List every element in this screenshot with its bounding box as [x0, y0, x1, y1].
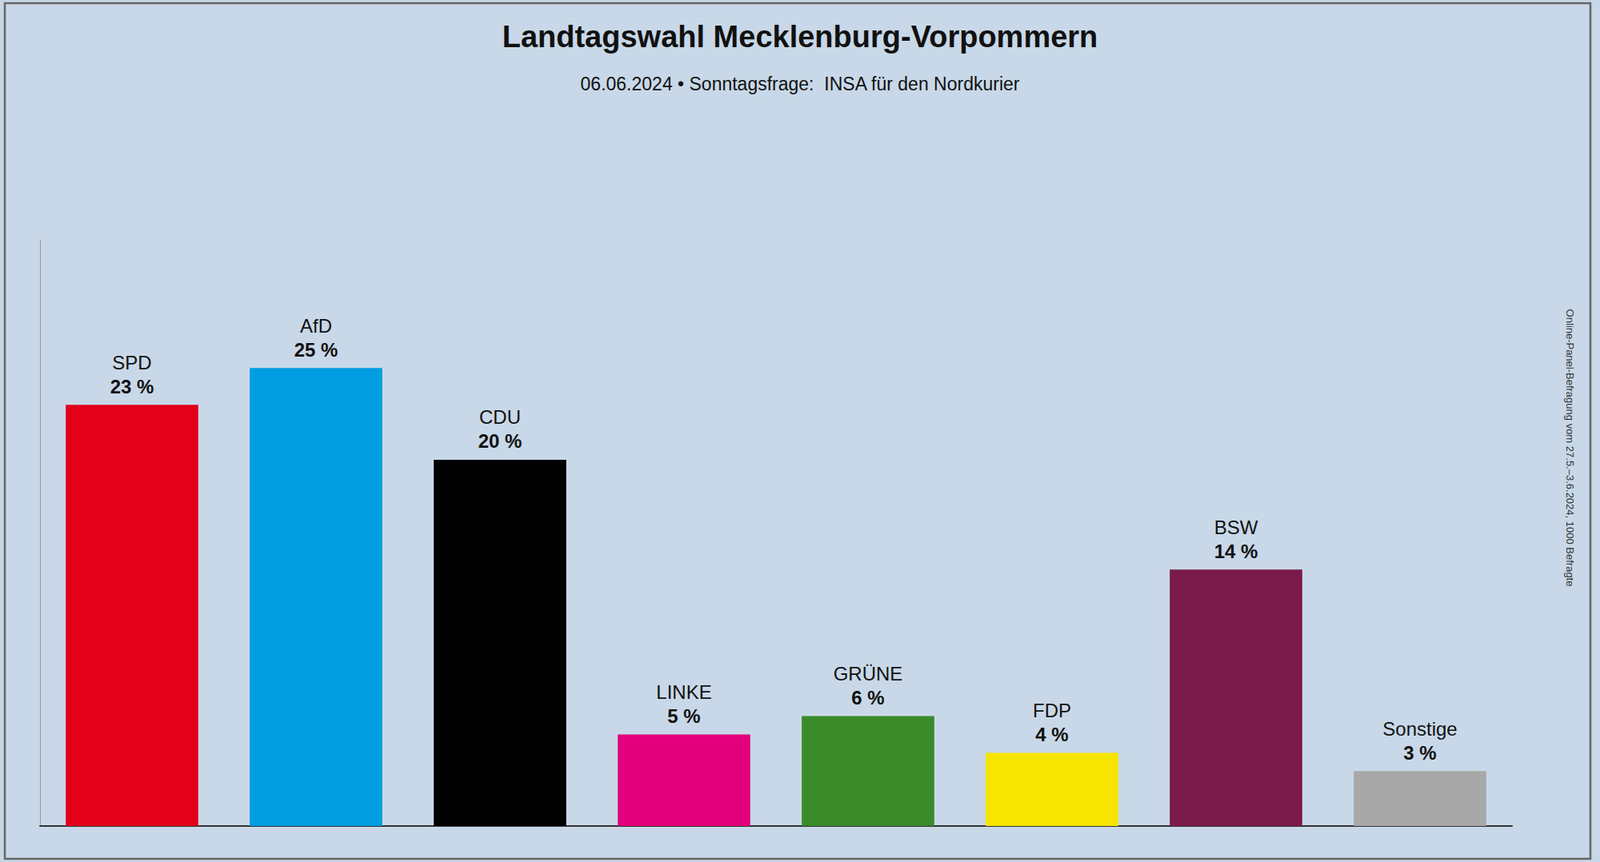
svg-text:25 %: 25 %	[294, 339, 339, 361]
svg-text:14 %: 14 %	[1214, 540, 1259, 563]
svg-text:CDU: CDU	[479, 406, 521, 428]
svg-text:Landtagswahl Mecklenburg-Vorpo: Landtagswahl Mecklenburg-Vorpommern	[502, 20, 1099, 54]
svg-text:3 %: 3 %	[1403, 742, 1436, 764]
svg-text:FDP: FDP	[1032, 700, 1072, 722]
svg-text:SPD: SPD	[112, 352, 152, 374]
svg-text:06.06.2024 • Sonntagsfrage: I: 06.06.2024 • Sonntagsfrage: INSA für den…	[580, 73, 1020, 95]
svg-text:4 %: 4 %	[1035, 724, 1068, 746]
svg-text:Online-Panel-Befragung vom 27.: Online-Panel-Befragung vom 27.5.–3.6.202…	[1564, 309, 1576, 588]
svg-text:20 %: 20 %	[478, 430, 523, 452]
svg-text:AfD: AfD	[300, 315, 332, 337]
svg-text:Sonstige: Sonstige	[1382, 718, 1457, 740]
svg-text:5 %: 5 %	[667, 705, 700, 728]
svg-text:23 %: 23 %	[110, 376, 155, 398]
svg-text:BSW: BSW	[1214, 516, 1259, 539]
svg-text:GRÜNE: GRÜNE	[833, 663, 904, 685]
svg-text:6 %: 6 %	[851, 687, 884, 709]
svg-text:LINKE: LINKE	[656, 681, 712, 704]
